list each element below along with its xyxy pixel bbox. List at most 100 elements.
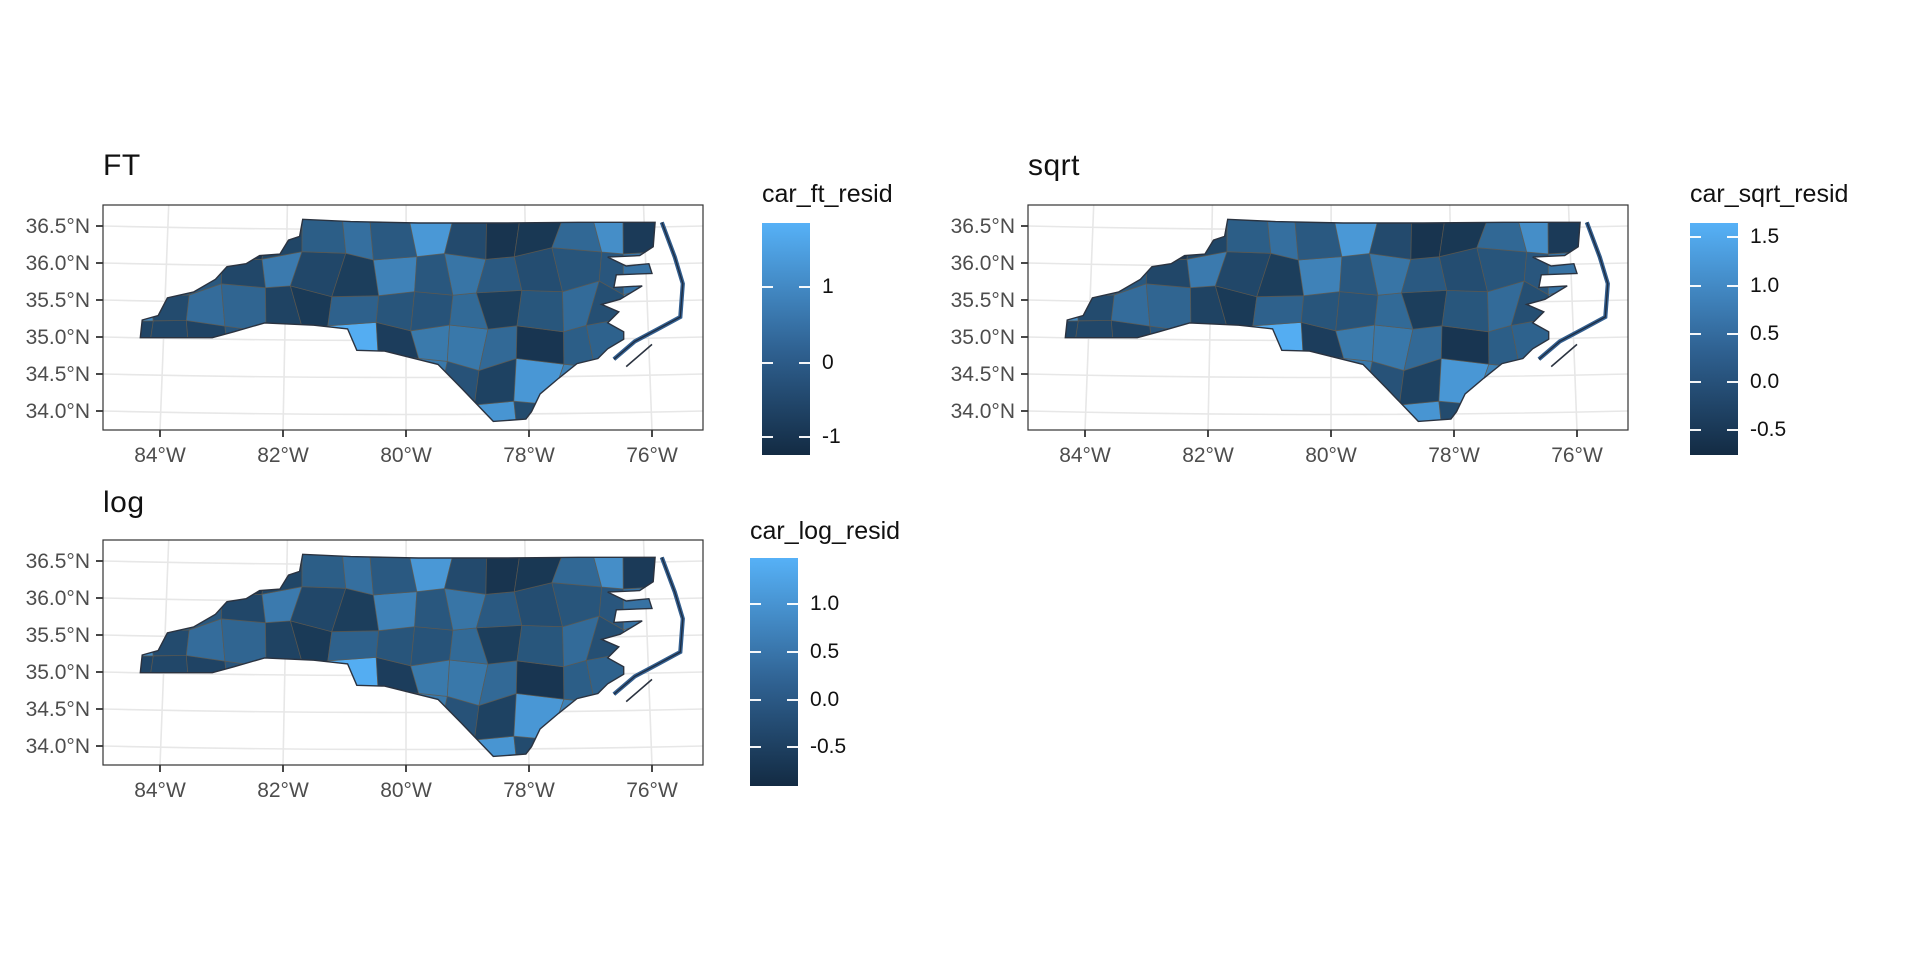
county <box>140 219 149 249</box>
county <box>668 353 693 404</box>
county <box>327 295 380 327</box>
legend-title-log: car_log_resid <box>750 517 901 545</box>
county <box>668 688 693 739</box>
legend-tick-label: 1.0 <box>1750 274 1780 298</box>
county <box>140 396 160 422</box>
county <box>659 397 696 431</box>
y-tick-label: 35.5°N <box>26 289 90 312</box>
legend-tick-mark <box>1690 235 1701 238</box>
county <box>1142 355 1196 404</box>
county <box>189 219 224 261</box>
legend-tick-mark <box>1727 235 1738 238</box>
legend-tick-mark <box>750 746 761 748</box>
legend-tick-mark <box>762 286 773 289</box>
county <box>1593 353 1618 404</box>
county <box>444 554 487 595</box>
legend-title-sqrt: car_sqrt_resid <box>1690 180 1849 208</box>
x-tick-label: 82°W <box>1182 444 1234 467</box>
county <box>1108 355 1154 408</box>
county <box>1065 396 1085 422</box>
cape-lookout <box>625 343 653 368</box>
y-tick-label: 36.0°N <box>951 252 1015 275</box>
county <box>146 320 191 366</box>
county <box>377 689 420 743</box>
county <box>1266 219 1299 261</box>
county <box>1108 402 1152 422</box>
legend-tick-label: 0.0 <box>810 688 840 712</box>
county <box>140 655 154 701</box>
map-panel-log: 36.5°N 36.0°N 35.5°N 35.0°N 34.5°N 34.0°N 84°W… <box>26 539 704 802</box>
county <box>1337 357 1373 408</box>
legend-tick-label: -0.5 <box>1750 417 1787 441</box>
county <box>1219 396 1261 422</box>
county <box>516 624 565 668</box>
county <box>1509 392 1556 422</box>
county <box>294 731 336 757</box>
county <box>142 554 199 593</box>
county <box>410 291 454 332</box>
county <box>294 357 335 399</box>
county <box>1219 357 1260 399</box>
county <box>185 283 226 327</box>
county-polygons <box>1065 219 1618 422</box>
county <box>217 355 271 404</box>
y-tick-label: 34.0°N <box>26 735 90 758</box>
county <box>377 354 420 408</box>
cape-lookout <box>625 678 653 703</box>
county <box>437 737 477 757</box>
county <box>1190 331 1233 369</box>
county <box>515 325 565 365</box>
county <box>584 360 631 398</box>
y-tick-label: 34.5°N <box>951 363 1015 386</box>
legend-tick-mark <box>1727 285 1738 288</box>
legend-tick-label: 1.0 <box>810 592 840 616</box>
legend-tick-mark <box>787 699 798 702</box>
county <box>140 689 152 736</box>
county <box>412 357 448 408</box>
x-tick-label: 80°W <box>380 444 432 467</box>
legend-tick-mark <box>799 435 810 438</box>
county <box>341 219 374 261</box>
legend-tick-mark <box>1727 332 1738 335</box>
county <box>1067 243 1124 296</box>
county <box>146 655 191 701</box>
county <box>1065 243 1076 297</box>
county <box>189 554 224 596</box>
county <box>294 396 336 422</box>
county <box>1226 219 1272 254</box>
county <box>183 690 229 743</box>
legend-tick-label: 0 <box>822 350 834 374</box>
county <box>1440 325 1490 365</box>
county <box>549 727 598 757</box>
county <box>301 219 347 254</box>
county <box>412 692 448 743</box>
legend-tick-mark <box>1727 380 1738 383</box>
county <box>294 692 335 734</box>
x-tick-label: 82°W <box>257 779 309 802</box>
county <box>663 282 706 327</box>
county <box>620 396 656 422</box>
county <box>140 243 151 297</box>
legend-tick-mark <box>1727 428 1738 431</box>
county <box>140 578 151 632</box>
state-outline <box>139 553 656 758</box>
county <box>301 554 347 589</box>
county <box>515 660 565 700</box>
gridline-parallel <box>102 373 704 379</box>
county <box>549 392 598 422</box>
county <box>1228 325 1258 364</box>
legend-tick-mark <box>1690 332 1701 335</box>
county <box>258 731 303 757</box>
outer-banks-edge <box>1538 222 1609 360</box>
county <box>303 660 333 699</box>
county <box>1441 289 1490 333</box>
x-tick-label: 76°W <box>1551 444 1603 467</box>
outer-banks-edge <box>613 222 684 360</box>
map-panel-ft: 36.5°N 36.0°N 35.5°N 35.0°N 34.5°N 34.0°N 84°W… <box>26 204 706 467</box>
county <box>1142 396 1189 422</box>
panel-title-ft: FT <box>103 149 141 182</box>
x-tick-label: 78°W <box>1428 444 1480 467</box>
county <box>1545 396 1581 422</box>
legend-tick-mark <box>1690 285 1701 288</box>
